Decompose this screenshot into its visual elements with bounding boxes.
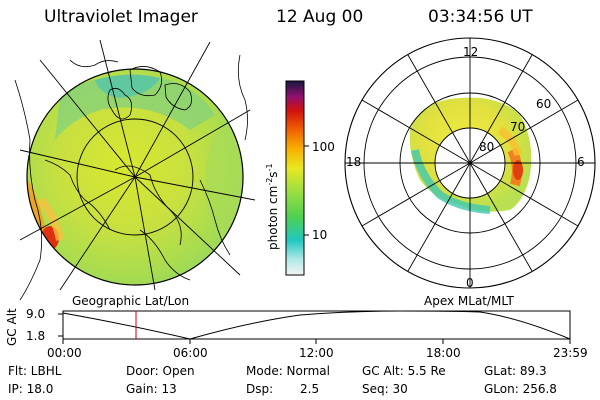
info-door: Door: Open xyxy=(126,364,195,378)
polar-image xyxy=(344,37,596,289)
mlat-label-80: 80 xyxy=(479,140,495,154)
alt-xtick-1200: 12:00 xyxy=(299,346,334,360)
info-filter: Flt: LBHL xyxy=(8,364,62,378)
observation-date: 12 Aug 00 xyxy=(276,7,364,27)
info-dsp-label: Dsp: xyxy=(246,382,274,396)
mlt-label-12: 12 xyxy=(463,45,479,59)
info-ip: IP: 18.0 xyxy=(8,382,54,396)
colorbar-unit-label: photon cm-2s-1 xyxy=(265,163,280,250)
mlt-label-18: 18 xyxy=(346,155,362,169)
info-gain: Gain: 13 xyxy=(126,382,177,396)
info-mode: Mode: Normal xyxy=(246,364,330,378)
info-gc-alt: GC Alt: 5.5 Re xyxy=(362,364,446,378)
info-glat: GLat: 89.3 xyxy=(484,364,547,378)
mlat-grid xyxy=(344,37,596,289)
info-seq: Seq: 30 xyxy=(362,382,408,396)
observation-time: 03:34:56 UT xyxy=(428,7,533,27)
alt-ymin: 1.8 xyxy=(26,329,46,343)
mlt-label-0: 0 xyxy=(466,276,474,290)
mlt-label-6: 6 xyxy=(577,155,585,169)
alt-xtick-0600: 06:00 xyxy=(173,346,208,360)
colorbar xyxy=(285,80,309,276)
alt-xtick-2359: 23:59 xyxy=(553,346,588,360)
altitude-plot xyxy=(58,310,571,344)
alt-xtick-1800: 18:00 xyxy=(426,346,461,360)
alt-xtick-0000: 00:00 xyxy=(47,346,82,360)
mlat-label-60: 60 xyxy=(536,97,552,111)
alt-ymax: 9.0 xyxy=(26,307,46,321)
geographic-image xyxy=(14,39,256,301)
geo-grid xyxy=(19,39,256,291)
left-panel-label: Geographic Lat/Lon xyxy=(72,294,190,308)
coastlines xyxy=(14,54,248,301)
mlat-label-70: 70 xyxy=(510,120,526,134)
alt-ylabel: GC Alt xyxy=(5,308,19,346)
colorbar-tick-10: 10 xyxy=(312,228,328,242)
colorbar-tick-100: 100 xyxy=(312,140,335,154)
info-glon: GLon: 256.8 xyxy=(484,382,557,396)
info-dsp-value: 2.5 xyxy=(300,382,320,396)
instrument-title: Ultraviolet Imager xyxy=(44,7,198,27)
right-panel-label: Apex MLat/MLT xyxy=(424,294,514,308)
